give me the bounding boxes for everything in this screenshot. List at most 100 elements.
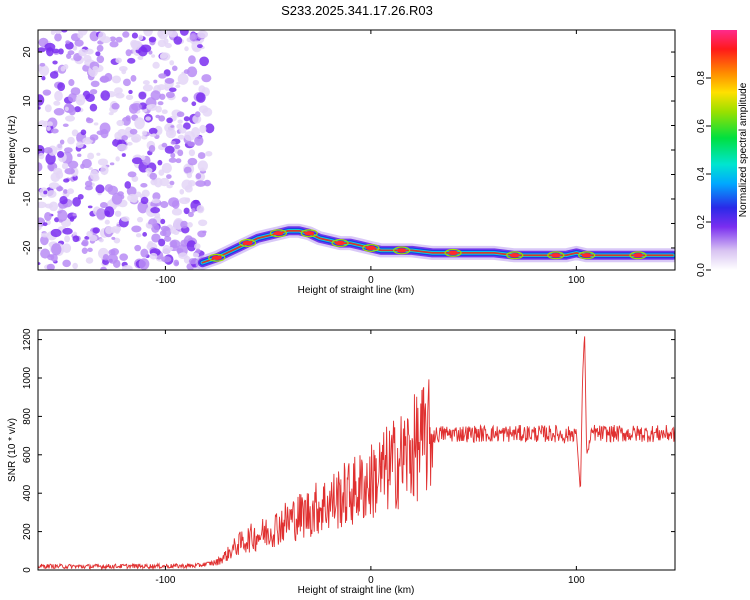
noise-blob (87, 247, 93, 253)
noise-blob (67, 188, 75, 195)
noise-blob (115, 92, 125, 99)
snr-x-tick-label: 0 (368, 575, 374, 586)
noise-blob (81, 247, 88, 254)
noise-blob (51, 48, 60, 54)
noise-blob (188, 149, 196, 157)
heatmap-marks (38, 30, 675, 270)
noise-blob (155, 105, 162, 113)
heatmap-y-tick-label: -20 (22, 240, 33, 255)
noise-blob (194, 111, 201, 118)
colorbar-tick-label: 0.0 (696, 263, 707, 277)
noise-blob (85, 48, 94, 55)
heatmap-y-axis-label: Frequency (Hz) (7, 116, 18, 185)
noise-blob (89, 134, 99, 141)
noise-blob (146, 104, 152, 109)
noise-blob (140, 155, 146, 161)
noise-blob (38, 94, 45, 106)
noise-blob (181, 96, 189, 103)
noise-blob (125, 94, 134, 100)
noise-blob (96, 44, 104, 52)
noise-blob (67, 136, 75, 145)
noise-blob (49, 71, 59, 79)
noise-blob (173, 36, 183, 45)
noise-blob (148, 127, 158, 135)
noise-blob (141, 189, 150, 198)
noise-blob (57, 82, 66, 92)
track-hotspot (211, 255, 222, 260)
noise-blob (147, 224, 153, 229)
track-core (201, 229, 674, 264)
noise-blob (199, 124, 207, 134)
noise-blob (72, 231, 78, 237)
track-hotspot-ring (362, 243, 380, 252)
noise-blob (64, 106, 69, 112)
noise-blob (197, 30, 209, 39)
noise-blob (134, 244, 142, 252)
noise-blob (121, 153, 126, 157)
noise-blob (77, 30, 88, 36)
noise-blob (121, 135, 128, 141)
noise-blob (121, 265, 133, 270)
noise-blob (186, 240, 197, 252)
heatmap-y-tick-label: -10 (22, 191, 33, 206)
noise-blob (44, 42, 56, 51)
noise-blob (122, 31, 130, 38)
noise-blob (58, 48, 64, 55)
noise-blob (100, 90, 111, 101)
noise-blob (175, 84, 181, 89)
noise-blob (151, 198, 161, 204)
noise-blob (158, 238, 166, 247)
heatmap-background (38, 30, 675, 270)
noise-blob (109, 41, 119, 48)
noise-blob (72, 45, 78, 51)
noise-blob (201, 74, 212, 83)
noise-blob (72, 235, 80, 243)
noise-blob (127, 171, 137, 178)
noise-blob (80, 163, 85, 169)
noise-blob (131, 32, 138, 39)
noise-blob (69, 216, 75, 222)
noise-blob (199, 56, 210, 67)
noise-blob (57, 209, 68, 222)
noise-blob (130, 75, 137, 82)
noise-blob (55, 170, 64, 179)
noise-blob (127, 57, 136, 64)
noise-blob (46, 263, 55, 270)
noise-blob (54, 30, 62, 34)
track-hotspot-ring (331, 239, 349, 248)
noise-blob (158, 30, 168, 40)
noise-blob (90, 80, 100, 88)
noise-blob (38, 262, 41, 265)
noise-blob (98, 238, 104, 243)
track-hotspot-ring (629, 251, 647, 260)
snr-x-axis-label: Height of straight line (km) (298, 585, 415, 596)
noise-blob (102, 253, 109, 261)
noise-blob (197, 44, 203, 49)
noise-blob (116, 119, 125, 127)
noise-blob (39, 62, 46, 67)
noise-blob (38, 224, 42, 231)
noise-blob (93, 122, 99, 126)
noise-blob (131, 157, 143, 165)
noise-blob (88, 167, 93, 170)
track-hotspot (633, 253, 644, 258)
track-hotspot (448, 250, 459, 256)
noise-blob (177, 119, 183, 124)
heatmap-x-tick-label: -100 (155, 275, 175, 286)
noise-blob (183, 166, 192, 174)
noise-blob (72, 213, 77, 217)
track-hotspot-ring (238, 239, 257, 248)
noise-blob (159, 52, 171, 61)
noise-blob (171, 65, 178, 72)
noise-blob (164, 123, 175, 133)
noise-blob (127, 193, 138, 203)
noise-blob (95, 51, 101, 57)
noise-blob (129, 128, 138, 135)
noise-blob (205, 123, 215, 134)
noise-blob (192, 79, 200, 86)
noise-blob (149, 252, 158, 260)
noise-blob (80, 129, 87, 136)
noise-blob (177, 73, 189, 85)
noise-blob (203, 179, 211, 187)
noise-blob (50, 228, 62, 238)
